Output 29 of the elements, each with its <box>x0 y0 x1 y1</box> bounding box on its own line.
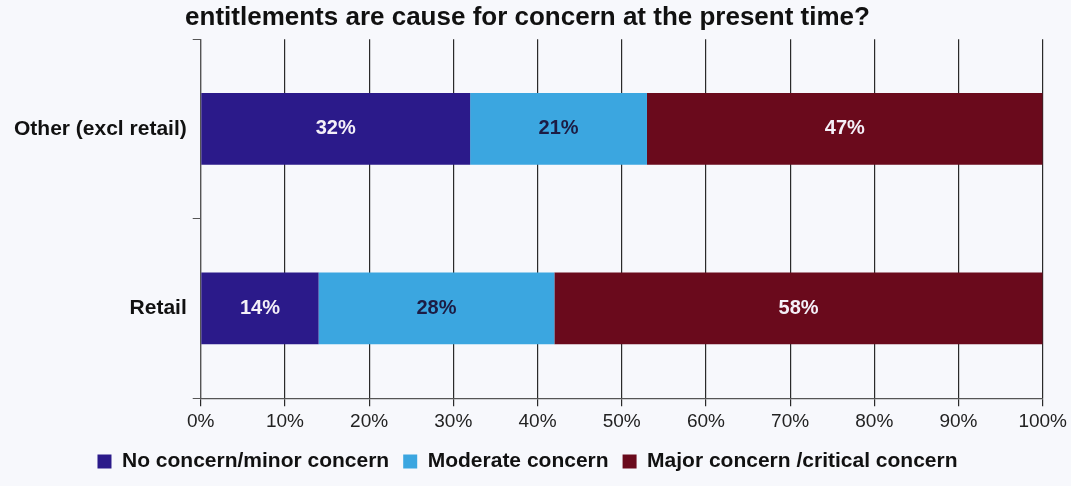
bar <box>646 93 1043 165</box>
x-tick-label: 70% <box>771 409 810 431</box>
bar <box>201 93 471 165</box>
x-tick-label: 10% <box>265 409 305 431</box>
data-label: 21% <box>538 116 579 139</box>
x-tick-label: 20% <box>350 409 389 431</box>
bar <box>201 272 319 345</box>
x-tick-label: 60% <box>686 409 726 431</box>
data-label: 58% <box>778 295 819 318</box>
bar <box>470 93 647 165</box>
x-tick-label: 40% <box>518 409 557 431</box>
data-label: 47% <box>824 116 866 139</box>
chart-title: entitlements are cause for concern at the present time? <box>185 0 870 31</box>
legend-label: No concern/minor concern <box>121 448 390 472</box>
x-tick-label: 90% <box>939 409 978 431</box>
data-label: 28% <box>416 295 457 318</box>
data-label: 14% <box>239 295 281 318</box>
data-label: 32% <box>315 116 356 139</box>
y-tick-label: Retail <box>129 295 187 319</box>
x-tick-label: 30% <box>434 409 473 431</box>
bar <box>318 272 555 345</box>
y-tick-label: Other (excl retail) <box>13 115 187 139</box>
legend-label: Moderate concern <box>427 448 609 472</box>
x-tick-label: 80% <box>855 409 894 431</box>
bar <box>554 272 1043 345</box>
legend-label: Major concern /critical concern <box>647 448 958 472</box>
x-tick-label: 0% <box>186 409 215 431</box>
x-tick-label: 100% <box>1018 409 1068 431</box>
x-tick-label: 50% <box>602 409 641 431</box>
